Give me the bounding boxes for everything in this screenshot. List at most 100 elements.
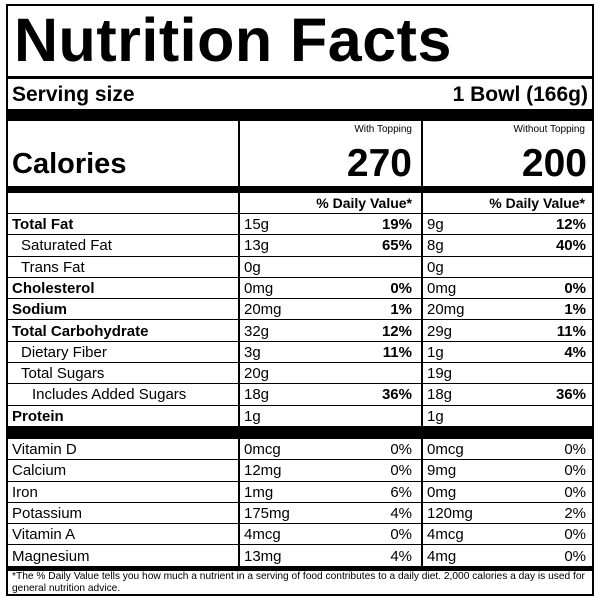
nutrient-amount-with: 0mg (244, 279, 274, 297)
nutrient-name: Total Fat (12, 216, 74, 233)
nutrient-row: Total Sugars 20g 19g (8, 363, 592, 385)
nutrient-daily-value-without: 36% (555, 386, 586, 404)
nutrient-daily-value-without: 4% (564, 343, 586, 361)
nutrient-amount-without: 0g (427, 258, 444, 276)
nutrient-amount-with: 3g (244, 343, 261, 361)
nutrient-daily-value-with: 0% (390, 441, 412, 458)
nutrient-amount-without: 4mg (427, 547, 457, 565)
daily-value-heading: % Daily Value* (316, 195, 412, 211)
nutrient-daily-value-without: 12% (555, 216, 586, 233)
nutrient-amount-with: 1g (244, 407, 261, 425)
nutrient-amount-with: 13g (244, 237, 270, 255)
nutrient-amount-without: 9mg (427, 462, 457, 480)
column-separator (238, 121, 240, 427)
nutrient-amount-without: 4mcg (427, 526, 464, 544)
nutrient-row: Cholesterol 0mg 0% 0mg 0% (8, 278, 592, 300)
nutrient-name: Magnesium (12, 547, 90, 565)
column-heading-without-topping: Without Topping (513, 124, 585, 135)
serving-size-value: 1 Bowl (166g) (452, 83, 588, 106)
nutrient-amount-with: 20g (244, 365, 270, 383)
nutrient-amount-with: 1mg (244, 483, 274, 501)
nutrient-row: Saturated Fat 13g 65% 8g 40% (8, 235, 592, 257)
nutrient-amount-with: 32g (244, 322, 270, 340)
nutrient-name: Vitamin D (12, 441, 77, 458)
nutrient-row: Includes Added Sugars 18g 36% 18g 36% (8, 384, 592, 406)
nutrient-daily-value-without: 0% (564, 483, 586, 501)
nutrient-amount-with: 15g (244, 216, 270, 233)
thick-divider (8, 427, 592, 439)
serving-size-label: Serving size (12, 83, 135, 106)
nutrient-name: Calcium (12, 462, 67, 480)
nutrient-amount-without: 1g (427, 343, 444, 361)
nutrient-daily-value-with: 12% (381, 322, 412, 340)
nutrient-daily-value-with: 0% (390, 462, 412, 480)
column-separator (421, 439, 423, 567)
calories-divider (240, 186, 421, 193)
nutrient-name: Total Sugars (21, 365, 105, 383)
vitamin-row: Vitamin D 0mcg 0% 0mcg 0% (8, 439, 592, 461)
nutrient-amount-with: 4mcg (244, 526, 281, 544)
nutrient-row: Trans Fat 0g 0g (8, 257, 592, 278)
nutrient-daily-value-without: 0% (564, 526, 586, 544)
nutrient-amount-with: 175mg (244, 504, 290, 522)
nutrient-daily-value-with: 11% (382, 343, 412, 361)
nutrient-daily-value-with: 0% (390, 279, 412, 297)
nutrient-daily-value-with: 0% (390, 526, 412, 544)
calories-without-topping: 200 (521, 142, 587, 185)
nutrient-amount-without: 120mg (427, 504, 473, 522)
nutrient-daily-value-without: 1% (564, 301, 586, 319)
nutrient-amount-without: 20mg (427, 301, 465, 319)
nutrient-daily-value-without: 0% (564, 441, 586, 458)
nutrient-name: Total Carbohydrate (12, 322, 149, 340)
nutrient-daily-value-with: 6% (390, 483, 412, 501)
nutrient-amount-without: 0mcg (427, 441, 464, 458)
nutrition-label: Nutrition Facts Serving size 1 Bowl (166… (6, 4, 594, 596)
nutrient-daily-value-without: 40% (555, 237, 586, 255)
nutrient-amount-with: 13mg (244, 547, 282, 565)
nutrient-amount-with: 12mg (244, 462, 282, 480)
nutrient-daily-value-with: 4% (390, 547, 412, 565)
nutrient-row: Protein 1g 1g (8, 406, 592, 427)
nutrient-amount-without: 9g (427, 216, 444, 233)
nutrient-amount-with: 0mcg (244, 441, 281, 458)
nutrient-name: Potassium (12, 504, 83, 522)
nutrient-row: Dietary Fiber 3g 11% 1g 4% (8, 342, 592, 364)
vitamin-row: Vitamin A 4mcg 0% 4mcg 0% (8, 524, 592, 546)
nutrient-amount-without: 19g (427, 365, 453, 383)
footnote: *The % Daily Value tells you how much a … (12, 571, 585, 594)
nutrient-amount-with: 0g (244, 258, 261, 276)
nutrient-daily-value-with: 65% (381, 237, 412, 255)
nutrient-daily-value-with: 1% (390, 301, 412, 319)
nutrient-name: Trans Fat (21, 258, 85, 276)
calories-divider (8, 186, 238, 193)
nutrient-amount-with: 20mg (244, 301, 282, 319)
thick-divider (8, 109, 592, 121)
calories-divider (423, 186, 592, 193)
nutrient-name: Protein (12, 407, 64, 425)
label-title: Nutrition Facts (14, 6, 452, 74)
daily-value-heading: % Daily Value* (489, 195, 585, 211)
nutrient-amount-with: 18g (244, 386, 270, 404)
calories-with-topping: 270 (346, 142, 412, 185)
nutrient-name: Includes Added Sugars (32, 386, 187, 404)
nutrient-name: Sodium (12, 301, 67, 319)
vitamin-row: Iron 1mg 6% 0mg 0% (8, 482, 592, 503)
nutrient-name: Dietary Fiber (21, 343, 107, 361)
column-heading-with-topping: With Topping (354, 124, 412, 135)
vitamin-row: Calcium 12mg 0% 9mg 0% (8, 460, 592, 482)
nutrient-daily-value-without: 0% (564, 547, 586, 565)
nutrient-amount-without: 8g (427, 237, 444, 255)
nutrient-amount-without: 1g (427, 407, 444, 425)
nutrient-amount-without: 18g (427, 386, 453, 404)
nutrient-amount-without: 29g (427, 322, 453, 340)
nutrient-daily-value-with: 4% (390, 504, 412, 522)
nutrient-name: Saturated Fat (21, 237, 112, 255)
column-separator (238, 439, 240, 567)
divider (8, 76, 592, 79)
nutrient-row: Total Fat 15g 19% 9g 12% (8, 214, 592, 236)
divider (8, 213, 592, 214)
nutrient-amount-without: 0mg (427, 483, 457, 501)
nutrient-name: Vitamin A (12, 526, 76, 544)
vitamin-row: Potassium 175mg 4% 120mg 2% (8, 503, 592, 525)
nutrient-name: Iron (12, 483, 38, 501)
